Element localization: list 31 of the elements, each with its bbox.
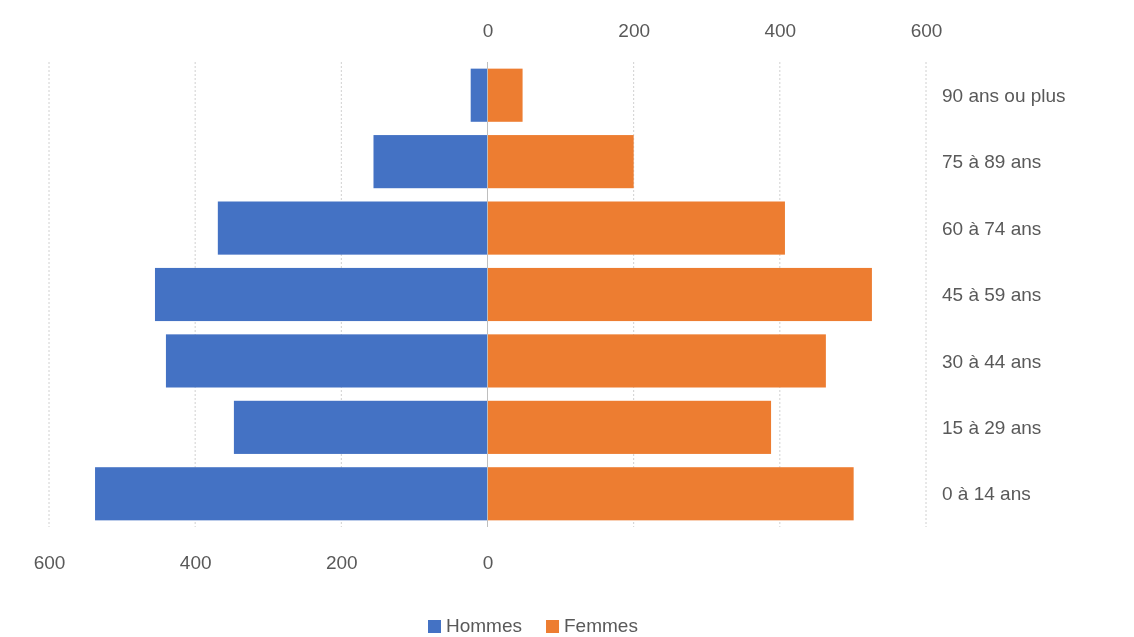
- bar: [487, 400, 772, 454]
- x2-tick-label: 200: [618, 20, 651, 41]
- bar: [487, 68, 523, 122]
- y-tick-label: 0 à 14 ans: [942, 483, 1031, 505]
- x2-tick-label: 0: [482, 20, 494, 41]
- x-tick-label: 200: [325, 551, 358, 573]
- bar: [487, 135, 634, 189]
- bar: [154, 267, 488, 322]
- bar: [487, 201, 785, 255]
- y-tick-label: 90 ans ou plus: [942, 84, 1066, 106]
- y-tick-label: 75 à 89 ans: [942, 151, 1042, 173]
- bar: [470, 68, 488, 122]
- y-tick-label: 60 à 74 ans: [942, 217, 1042, 239]
- y-tick-label: 15 à 29 ans: [942, 417, 1042, 439]
- x2-tick-label: 400: [764, 20, 797, 41]
- x-tick-label: 600: [33, 551, 66, 573]
- bar: [487, 467, 854, 521]
- bar: [95, 467, 488, 521]
- y-tick-label: 45 à 59 ans: [942, 284, 1042, 306]
- bar: [487, 334, 826, 388]
- y-tick-label: 30 à 44 ans: [942, 350, 1042, 372]
- x2-tick-label: 600: [910, 20, 943, 41]
- x-tick-label: 400: [179, 551, 212, 573]
- bar: [233, 400, 488, 454]
- legend-label: Hommes: [446, 615, 523, 636]
- x-tick-label: 0: [482, 551, 494, 573]
- bar: [487, 267, 872, 322]
- bar: [217, 201, 488, 255]
- bar: [373, 135, 488, 189]
- bar: [165, 334, 488, 388]
- legend-label: Femmes: [564, 615, 638, 636]
